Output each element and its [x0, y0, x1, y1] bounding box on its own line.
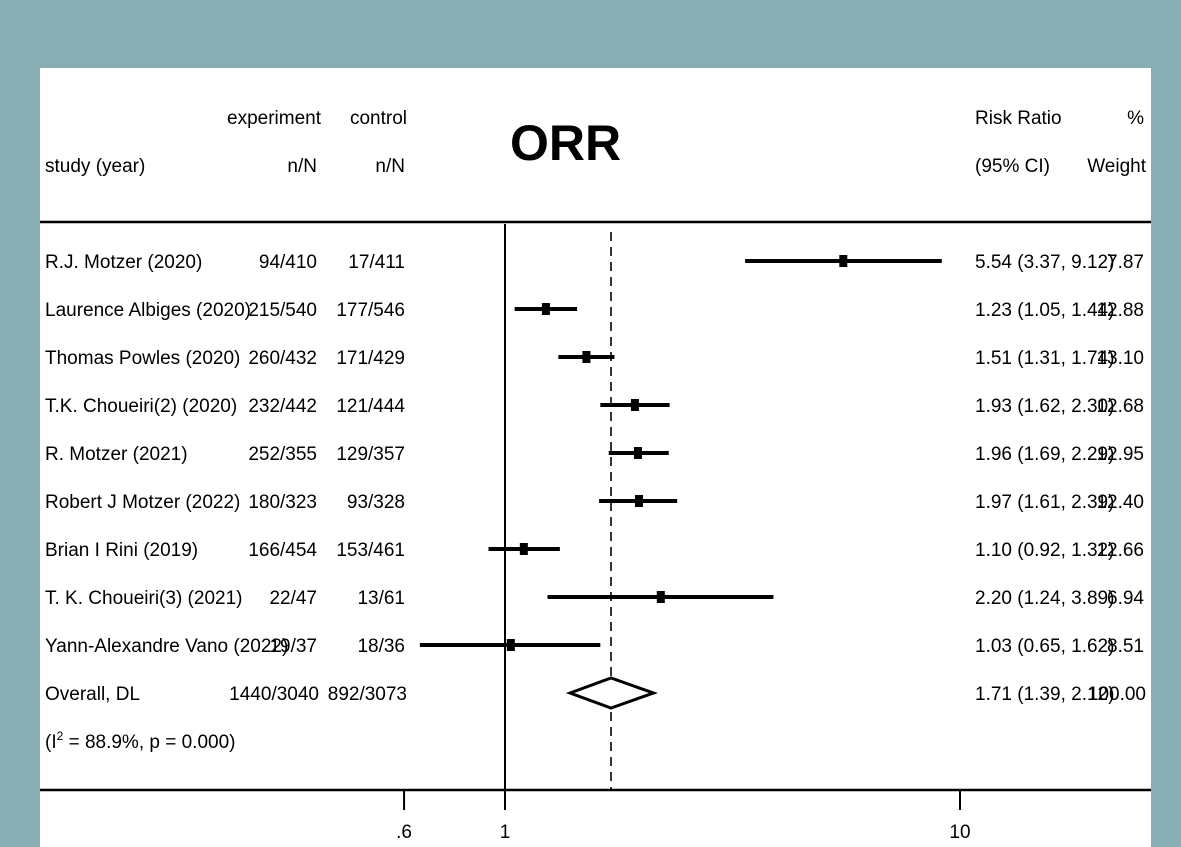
weight-value: 13.10: [1096, 348, 1144, 369]
heterogeneity-prefix: (I: [45, 732, 57, 753]
point-estimate-marker: [506, 639, 515, 651]
control-count: 171/429: [336, 348, 405, 369]
risk-ratio-ci: 2.20 (1.24, 3.89): [975, 588, 1114, 609]
point-estimate-marker: [582, 351, 591, 363]
study-row: R. Motzer (2021) 252/355 129/357 1.96 (1.69…: [45, 444, 1144, 465]
study-row: Thomas Powles (2020) 260/432 171/429 1.51 (…: [45, 348, 1144, 369]
study-row: Laurence Albiges (2020)215/540 177/546 1.2…: [45, 300, 1144, 321]
heterogeneity-suffix: = 88.9%, p = 0.000): [63, 732, 235, 753]
control-count: 177/546: [336, 300, 405, 321]
study-row: Robert J Motzer (2022) 180/323 93/328 1.97 …: [45, 492, 1144, 513]
control-count: 153/461: [336, 540, 405, 561]
experiment-count: 19/37: [269, 636, 317, 657]
experiment-count: 22/47: [269, 588, 317, 609]
control-count: 17/411: [348, 252, 405, 273]
experiment-count: 94/410: [259, 252, 317, 273]
control-count: 129/357: [336, 444, 405, 465]
point-estimate-marker: [519, 543, 528, 555]
forest-plot-panel: experiment control Risk Ratio % ORR stud…: [40, 68, 1151, 847]
study-label: R. Motzer (2021): [45, 444, 188, 465]
study-row: T. K. Choueiri(3) (2021) 22/47 13/61 2.20 (…: [45, 588, 1144, 609]
weight-value: 12.88: [1096, 300, 1144, 321]
x-tick-label: 1: [500, 822, 511, 843]
experiment-count: 252/355: [248, 444, 317, 465]
point-estimate-marker: [541, 303, 550, 315]
control-count: 121/444: [336, 396, 405, 417]
risk-ratio-ci: 1.97 (1.61, 2.39): [975, 492, 1114, 513]
study-label: Brian I Rini (2019): [45, 540, 198, 561]
heterogeneity-superscript: 2: [57, 729, 64, 743]
study-label: T. K. Choueiri(3) (2021): [45, 588, 242, 609]
header-weight-line1: %: [1127, 108, 1144, 129]
forest-plot: experiment control Risk Ratio % ORR stud…: [40, 108, 1151, 843]
risk-ratio-ci: 1.51 (1.31, 1.74): [975, 348, 1114, 369]
overall-weight: 100.00: [1088, 684, 1146, 705]
weight-value: 12.40: [1096, 492, 1144, 513]
header-rr-line1: Risk Ratio: [975, 108, 1062, 129]
risk-ratio-ci: 1.03 (0.65, 1.62): [975, 636, 1114, 657]
experiment-count: 166/454: [248, 540, 317, 561]
control-count: 93/328: [347, 492, 405, 513]
overall-row: Overall, DL 1440/3040 892/3073 1.71 (1.39, …: [45, 676, 1146, 710]
header-weight-line2: Weight: [1087, 156, 1147, 177]
point-estimate-marker: [634, 495, 643, 507]
x-axis-ticks: .6 1 10: [396, 790, 971, 843]
point-estimate-marker: [633, 447, 642, 459]
control-count: 18/36: [357, 636, 405, 657]
control-count: 13/61: [357, 588, 405, 609]
study-row: Yann-Alexandre Vano (2022)19/37 18/36 1.03…: [45, 636, 1144, 657]
point-estimate-marker: [656, 591, 665, 603]
overall-control-count: 892/3073: [328, 684, 407, 705]
experiment-count: 232/442: [248, 396, 317, 417]
risk-ratio-ci: 1.23 (1.05, 1.44): [975, 300, 1114, 321]
point-estimate-marker: [839, 255, 848, 267]
study-rows: R.J. Motzer (2020) 94/410 17/411 5.54 (3.37…: [45, 252, 1146, 753]
study-label: Thomas Powles (2020): [45, 348, 240, 369]
header-control-line2: n/N: [375, 156, 405, 177]
study-label: R.J. Motzer (2020): [45, 252, 202, 273]
x-tick-label: .6: [396, 822, 412, 843]
study-label: Laurence Albiges (2020): [45, 300, 251, 321]
risk-ratio-ci: 1.93 (1.62, 2.30): [975, 396, 1114, 417]
weight-value: 7.87: [1107, 252, 1144, 273]
experiment-count: 260/432: [248, 348, 317, 369]
risk-ratio-ci: 1.96 (1.69, 2.29): [975, 444, 1114, 465]
experiment-count: 180/323: [248, 492, 317, 513]
experiment-count: 215/540: [248, 300, 317, 321]
weight-value: 12.95: [1096, 444, 1144, 465]
header-rr-line2: (95% CI): [975, 156, 1050, 177]
weight-value: 12.66: [1096, 540, 1144, 561]
heterogeneity-stat: (I2 = 88.9%, p = 0.000): [45, 729, 235, 753]
header-experiment-line2: n/N: [287, 156, 317, 177]
overall-label: Overall, DL: [45, 684, 140, 705]
header-study: study (year): [45, 156, 145, 177]
header-experiment-line1: experiment: [227, 108, 322, 129]
study-label: Yann-Alexandre Vano (2022): [45, 636, 288, 657]
overall-risk-ratio-ci: 1.71 (1.39, 2.12): [975, 684, 1114, 705]
study-row: T.K. Choueiri(2) (2020) 232/442 121/444 1.9…: [45, 396, 1144, 417]
overall-diamond: [565, 676, 658, 710]
weight-value: 12.68: [1096, 396, 1144, 417]
weight-value: 8.51: [1107, 636, 1144, 657]
study-label: Robert J Motzer (2022): [45, 492, 240, 513]
study-label: T.K. Choueiri(2) (2020): [45, 396, 237, 417]
study-row: Brian I Rini (2019) 166/454 153/461 1.10 (0…: [45, 540, 1144, 561]
overall-experiment-count: 1440/3040: [229, 684, 319, 705]
header-control-line1: control: [350, 108, 407, 129]
weight-value: 6.94: [1107, 588, 1144, 609]
risk-ratio-ci: 1.10 (0.92, 1.32): [975, 540, 1114, 561]
study-row: R.J. Motzer (2020) 94/410 17/411 5.54 (3.37…: [45, 252, 1144, 273]
x-tick-label: 10: [949, 822, 970, 843]
risk-ratio-ci: 5.54 (3.37, 9.12): [975, 252, 1114, 273]
point-estimate-marker: [630, 399, 639, 411]
chart-title: ORR: [510, 115, 621, 171]
